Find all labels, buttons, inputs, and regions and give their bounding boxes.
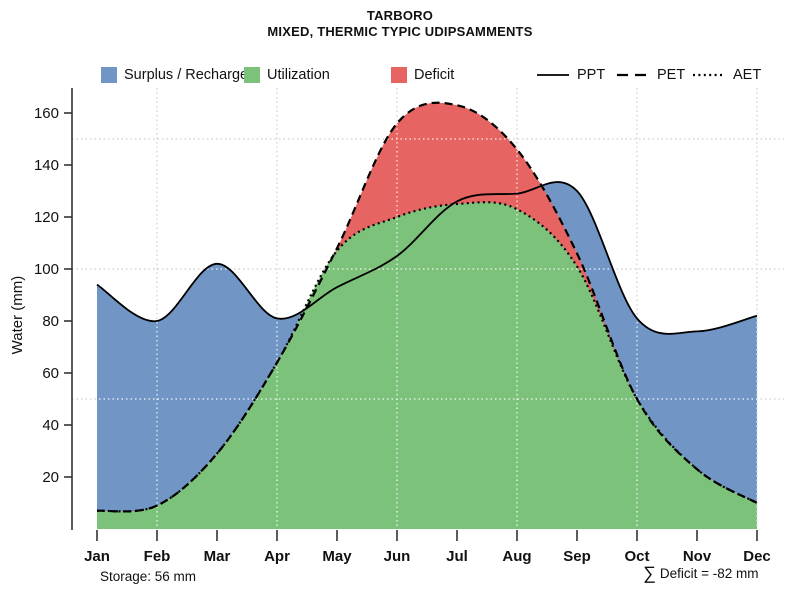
sigma-icon: ∑ bbox=[643, 563, 656, 583]
legend-label-ppt: PPT bbox=[577, 67, 606, 83]
aet-curve bbox=[96, 201, 758, 513]
legend-item-ppt: PPT bbox=[536, 66, 605, 84]
deficit-annotation: ∑ Deficit = -82 mm bbox=[643, 563, 759, 583]
legend-item-utilization: Utilization bbox=[244, 66, 330, 84]
legend-label-utilization: Utilization bbox=[267, 67, 330, 83]
x-tick-label: Sep bbox=[563, 548, 591, 565]
y-tick-label: 20 bbox=[42, 469, 59, 486]
x-tick-label: Oct bbox=[624, 548, 649, 565]
storage-annotation: Storage: 56 mm bbox=[100, 569, 197, 584]
deficit-swatch bbox=[391, 67, 407, 83]
y-axis-title: Water (mm) bbox=[9, 275, 26, 355]
ppt-curve bbox=[96, 181, 758, 335]
legend-item-surplus: Surplus / Recharge bbox=[101, 66, 248, 84]
legend-item-pet: PET bbox=[616, 66, 685, 84]
legend-label-surplus: Surplus / Recharge bbox=[124, 67, 249, 83]
y-tick-label: 60 bbox=[42, 365, 59, 382]
legend-item-deficit: Deficit bbox=[391, 66, 454, 84]
x-tick-label: Dec bbox=[743, 548, 771, 565]
x-tick-label: Jan bbox=[84, 548, 110, 565]
x-tick-label: Aug bbox=[502, 548, 531, 565]
legend-item-aet: AET bbox=[692, 66, 761, 84]
chart-subtitle: MIXED, THERMIC TYPIC UDIPSAMMENTS bbox=[267, 24, 533, 39]
legend-label-aet: AET bbox=[733, 67, 762, 83]
x-tick-label: Feb bbox=[144, 548, 171, 565]
x-tick-label: Jun bbox=[384, 548, 411, 565]
pet-line-sample bbox=[617, 73, 649, 77]
y-tick-label: 160 bbox=[34, 105, 59, 122]
x-tick-label: Nov bbox=[683, 548, 712, 565]
surplus-swatch bbox=[101, 67, 117, 83]
x-tick-label: Jul bbox=[446, 548, 468, 565]
deficit-annotation-text: Deficit = -82 mm bbox=[659, 566, 759, 581]
legend-label-pet: PET bbox=[657, 67, 686, 83]
ppt-line-sample bbox=[537, 74, 569, 76]
legend-label-deficit: Deficit bbox=[414, 67, 455, 83]
chart-title: TARBORO bbox=[366, 8, 434, 23]
y-tick-label: 40 bbox=[42, 417, 59, 434]
y-tick-label: 80 bbox=[42, 313, 59, 330]
y-tick-label: 120 bbox=[34, 209, 59, 226]
x-tick-label: Apr bbox=[264, 548, 290, 565]
y-tick-label: 140 bbox=[34, 157, 59, 174]
x-tick-label: May bbox=[322, 548, 352, 565]
x-tick-label: Mar bbox=[204, 548, 231, 565]
y-tick-label: 100 bbox=[34, 261, 59, 278]
utilization-swatch bbox=[244, 67, 260, 83]
utilization-area bbox=[97, 202, 757, 529]
